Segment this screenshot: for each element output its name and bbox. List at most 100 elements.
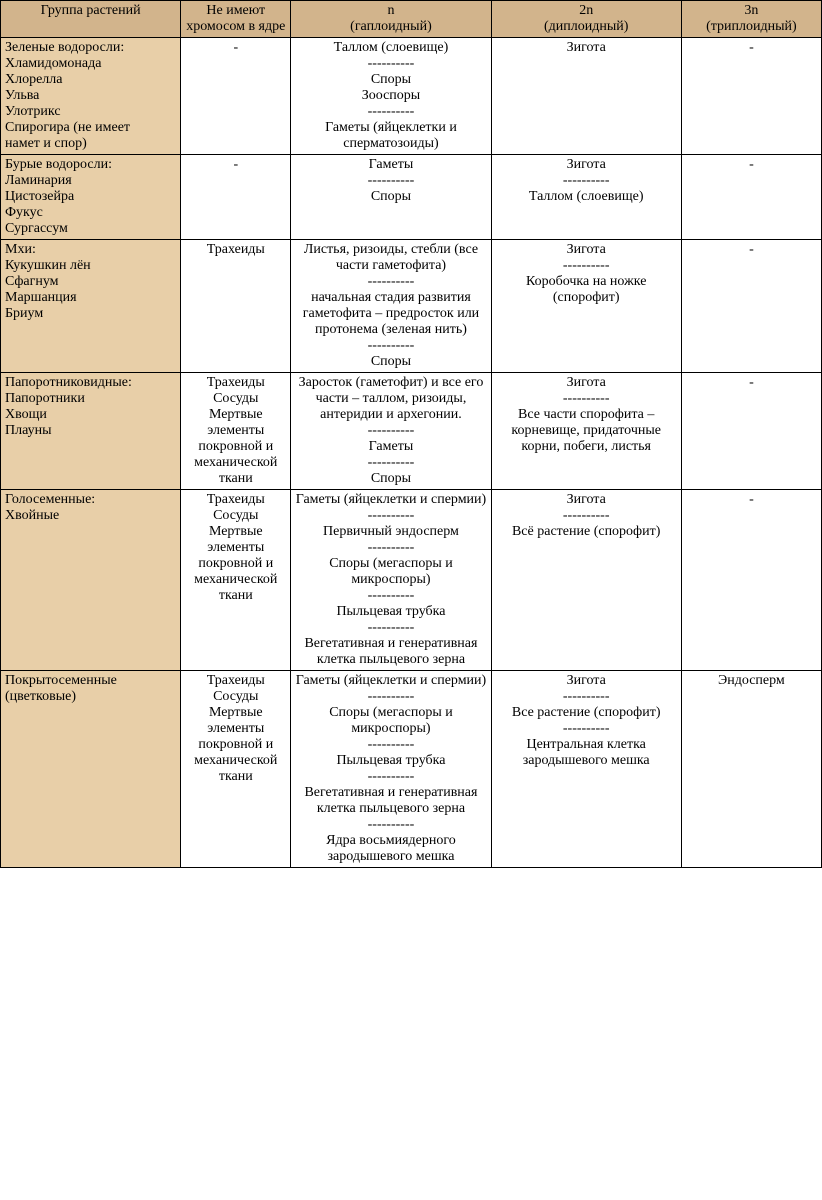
group-line: Хвощи <box>5 407 47 422</box>
separator: ---------- <box>295 769 486 785</box>
cell-line: Споры (мегаспоры и микроспоры) <box>329 556 453 587</box>
separator: ---------- <box>295 455 486 471</box>
group-line: Хвойные <box>5 508 59 523</box>
cell-line: Гаметы (яйцеклетки и спермии) <box>296 673 486 688</box>
cell-line: Зооспоры <box>362 88 420 103</box>
separator: ---------- <box>295 540 486 556</box>
group-line: Кукушкин лён <box>5 258 91 273</box>
cell-line: Таллом (слоевище) <box>334 40 449 55</box>
no-chrom-cell: - <box>181 155 291 240</box>
header-3n-l2: (триплоидный) <box>706 19 797 34</box>
n-cell: Гаметы (яйцеклетки и спермии) ----------… <box>291 490 491 671</box>
table-row: Папоротниковидные: Папоротники Хвощи Пла… <box>1 373 822 490</box>
header-3n-l1: 3n <box>744 3 758 18</box>
n-cell: Листья, ризоиды, стебли (все части гамет… <box>291 240 491 373</box>
separator: ---------- <box>295 104 486 120</box>
separator: ---------- <box>295 338 486 354</box>
header-2n-l1: 2n <box>579 3 593 18</box>
3n-cell: - <box>681 38 821 155</box>
3n-cell: - <box>681 240 821 373</box>
cell-line: Гаметы <box>369 439 414 454</box>
group-line: Зеленые водоросли: <box>5 40 124 55</box>
header-row: Группа растений Не имеют хромосом в ядре… <box>1 1 822 38</box>
no-chrom-cell: Трахеиды <box>181 240 291 373</box>
cell-line: Трахеиды <box>207 375 265 390</box>
table-row: Зеленые водоросли: Хламидомонада Хлорелл… <box>1 38 822 155</box>
header-2n-l2: (диплоидный) <box>544 19 628 34</box>
cell-line: Трахеиды <box>207 492 265 507</box>
group-line: Папоротниковидные: <box>5 375 132 390</box>
2n-cell: Зигота ---------- Всё растение (спорофит… <box>491 490 681 671</box>
2n-cell: Зигота ---------- Все растение (спорофит… <box>491 671 681 868</box>
cell-line: Сосуды <box>213 391 258 406</box>
separator: ---------- <box>295 737 486 753</box>
cell-line: Вегетативная и генеративная клетка пыльц… <box>304 636 477 667</box>
group-line: Ламинария <box>5 173 72 188</box>
2n-cell: Зигота ---------- Все части спорофита – … <box>491 373 681 490</box>
2n-cell: Зигота ---------- Таллом (слоевище) <box>491 155 681 240</box>
group-line: Голосеменные: <box>5 492 95 507</box>
group-line: Фукус <box>5 205 43 220</box>
group-cell: Зеленые водоросли: Хламидомонада Хлорелл… <box>1 38 181 155</box>
group-line: Папоротники <box>5 391 85 406</box>
cell-line: Мертвые элементы покровной и механическо… <box>194 705 277 784</box>
header-2n: 2n (диплоидный) <box>491 1 681 38</box>
3n-cell: - <box>681 373 821 490</box>
group-cell: Мхи: Кукушкин лён Сфагнум Маршанция Бриу… <box>1 240 181 373</box>
cell-line: Зигота <box>567 492 606 507</box>
group-line: Бурые водоросли: <box>5 157 112 172</box>
cell-line: Листья, ризоиды, стебли (все части гамет… <box>304 242 478 273</box>
separator: ---------- <box>295 274 486 290</box>
2n-cell: Зигота <box>491 38 681 155</box>
separator: ---------- <box>295 173 486 189</box>
cell-line: Всё растение (спорофит) <box>512 524 660 539</box>
group-line: Улотрикс <box>5 104 61 119</box>
separator: ---------- <box>295 689 486 705</box>
cell-line: Зигота <box>567 673 606 688</box>
separator: ---------- <box>295 508 486 524</box>
cell-line: Пыльцевая трубка <box>336 753 445 768</box>
group-cell: Бурые водоросли: Ламинария Цистозейра Фу… <box>1 155 181 240</box>
header-group: Группа растений <box>1 1 181 38</box>
group-line: Покрытосеменные (цветковые) <box>5 673 117 704</box>
cell-line: Пыльцевая трубка <box>336 604 445 619</box>
group-line: Мхи: <box>5 242 36 257</box>
cell-line: Споры <box>371 189 411 204</box>
table-row: Мхи: Кукушкин лён Сфагнум Маршанция Бриу… <box>1 240 822 373</box>
header-3n: 3n (триплоидный) <box>681 1 821 38</box>
cell-line: Таллом (слоевище) <box>529 189 644 204</box>
group-line: Хлорелла <box>5 72 63 87</box>
separator: ---------- <box>295 423 486 439</box>
cell-line: Сосуды <box>213 508 258 523</box>
group-line: Плауны <box>5 423 52 438</box>
cell-line: Все части спорофита – корневище, придато… <box>511 407 661 454</box>
cell-line: Центральная клетка зародышевого мешка <box>523 737 650 768</box>
header-n: n (гаплоидный) <box>291 1 491 38</box>
n-cell: Гаметы (яйцеклетки и спермии) ----------… <box>291 671 491 868</box>
3n-cell: - <box>681 155 821 240</box>
cell-line: Коробочка на ножке (спорофит) <box>526 274 646 305</box>
cell-line: Мертвые элементы покровной и механическо… <box>194 524 277 603</box>
n-cell: Гаметы ---------- Споры <box>291 155 491 240</box>
ploidy-table: Группа растений Не имеют хромосом в ядре… <box>0 0 822 868</box>
n-cell: Таллом (слоевище) ---------- Споры Зоосп… <box>291 38 491 155</box>
group-line: Спирогира (не имеет <box>5 120 130 135</box>
group-cell: Голосеменные: Хвойные <box>1 490 181 671</box>
cell-line: Сосуды <box>213 689 258 704</box>
2n-cell: Зигота ---------- Коробочка на ножке (сп… <box>491 240 681 373</box>
cell-line: Споры <box>371 471 411 486</box>
table-row: Бурые водоросли: Ламинария Цистозейра Фу… <box>1 155 822 240</box>
3n-cell: - <box>681 490 821 671</box>
separator: ---------- <box>496 391 677 407</box>
group-cell: Покрытосеменные (цветковые) <box>1 671 181 868</box>
header-n-l2: (гаплоидный) <box>350 19 432 34</box>
group-line: Бриум <box>5 306 43 321</box>
separator: ---------- <box>295 56 486 72</box>
separator: ---------- <box>295 588 486 604</box>
no-chrom-cell: Трахеиды Сосуды Мертвые элементы покровн… <box>181 490 291 671</box>
cell-line: Зигота <box>567 375 606 390</box>
n-cell: Заросток (гаметофит) и все его части – т… <box>291 373 491 490</box>
separator: ---------- <box>496 508 677 524</box>
3n-cell: Эндосперм <box>681 671 821 868</box>
group-line: Хламидомонада <box>5 56 101 71</box>
